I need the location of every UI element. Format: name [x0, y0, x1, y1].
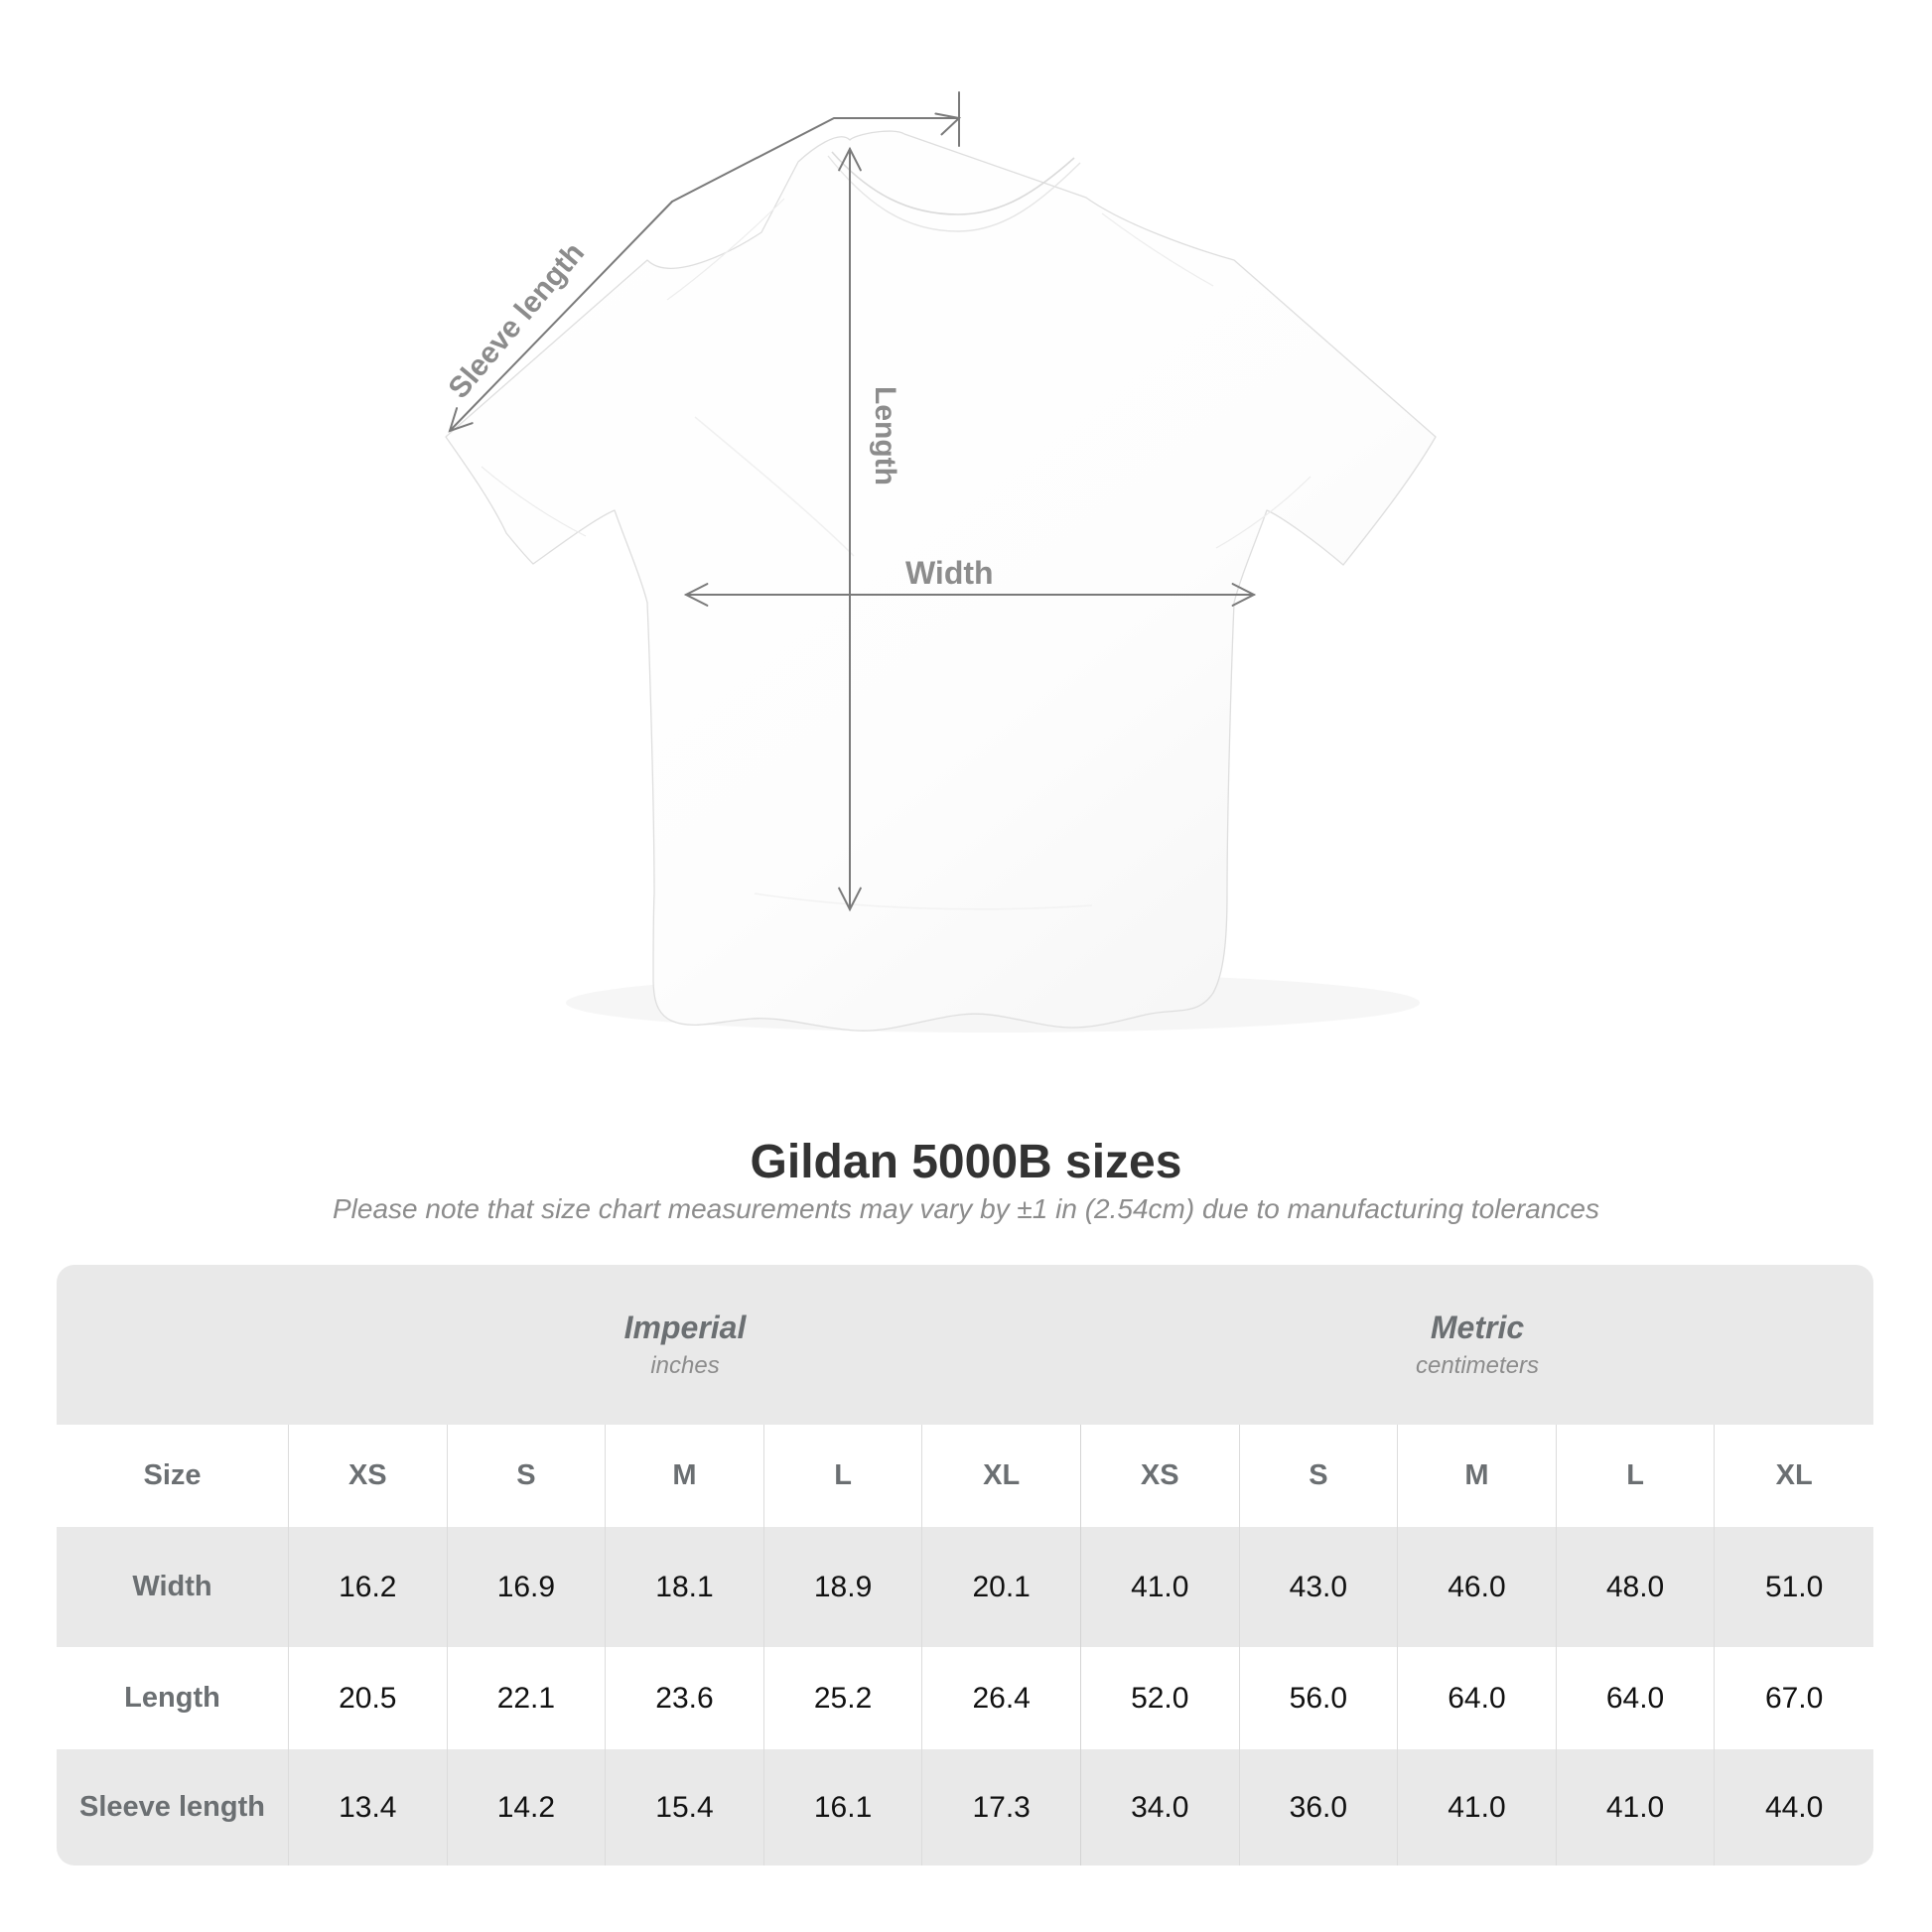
svg-text:Length: Length	[869, 386, 901, 485]
svg-text:Width: Width	[905, 555, 994, 591]
